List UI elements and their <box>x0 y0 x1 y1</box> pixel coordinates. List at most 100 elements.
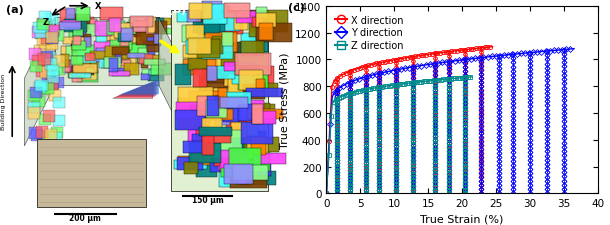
Bar <box>43 111 56 122</box>
Bar <box>45 129 57 140</box>
Bar <box>46 78 58 90</box>
Bar <box>145 25 155 34</box>
Bar <box>196 40 220 59</box>
Bar <box>193 23 220 34</box>
Bar <box>46 14 58 25</box>
Bar <box>215 97 250 106</box>
Bar <box>73 29 83 37</box>
Bar <box>38 84 51 95</box>
Bar <box>212 37 223 55</box>
Bar <box>203 44 234 59</box>
Bar <box>37 34 49 46</box>
Bar <box>35 81 48 92</box>
Bar <box>244 137 279 152</box>
Bar <box>206 28 224 48</box>
Bar <box>53 56 65 67</box>
Text: (b): (b) <box>168 4 186 14</box>
Bar <box>229 140 259 161</box>
Bar <box>34 46 46 57</box>
Polygon shape <box>113 83 152 99</box>
Bar <box>70 74 91 79</box>
Bar <box>218 89 227 108</box>
Bar <box>203 119 222 129</box>
Bar <box>123 47 131 60</box>
Bar <box>204 138 232 158</box>
Bar <box>237 167 247 184</box>
Bar <box>115 59 136 72</box>
Polygon shape <box>115 82 154 98</box>
Text: 200 μm: 200 μm <box>70 214 101 223</box>
Bar <box>46 40 59 51</box>
Bar <box>188 144 221 164</box>
Bar <box>224 4 249 19</box>
Bar <box>176 118 186 129</box>
Bar <box>228 75 248 93</box>
Bar <box>59 22 81 31</box>
Bar <box>209 11 226 29</box>
Bar <box>63 38 84 45</box>
Bar <box>192 113 211 124</box>
Bar <box>193 69 207 88</box>
Bar <box>234 53 271 76</box>
Bar <box>29 49 41 61</box>
Bar <box>250 16 265 31</box>
Bar <box>189 92 226 101</box>
Y-axis label: True Stress (MPa): True Stress (MPa) <box>279 52 290 148</box>
Bar <box>76 8 90 22</box>
Bar <box>114 24 132 39</box>
Bar <box>45 38 57 50</box>
Bar <box>128 45 146 56</box>
Bar <box>73 65 96 74</box>
Bar <box>32 56 45 67</box>
Bar <box>62 21 81 27</box>
Bar <box>224 78 257 87</box>
Bar <box>221 103 234 114</box>
Bar <box>109 72 131 77</box>
Bar <box>121 29 133 42</box>
Bar <box>146 27 157 35</box>
Bar <box>107 22 125 36</box>
Polygon shape <box>121 80 159 95</box>
Bar <box>243 83 265 99</box>
Bar <box>210 130 242 151</box>
Bar <box>178 156 212 165</box>
Bar <box>138 49 147 64</box>
Bar <box>178 88 213 106</box>
Bar <box>248 132 266 144</box>
Bar <box>109 59 118 73</box>
Bar <box>224 164 253 184</box>
Bar <box>219 89 237 104</box>
Bar <box>48 25 60 37</box>
Bar <box>102 55 113 68</box>
Bar <box>83 35 90 46</box>
Bar <box>39 114 51 125</box>
Bar <box>72 76 82 82</box>
Bar <box>99 26 117 34</box>
Bar <box>256 79 265 89</box>
Bar <box>142 69 159 75</box>
Bar <box>61 47 71 56</box>
Bar <box>138 35 159 43</box>
Bar <box>96 49 112 63</box>
Bar <box>215 97 225 115</box>
Bar <box>236 11 262 24</box>
Bar <box>90 63 98 74</box>
Bar <box>68 15 90 30</box>
Bar <box>219 14 240 32</box>
Bar <box>31 130 43 141</box>
Bar <box>207 97 219 117</box>
Bar <box>196 162 217 178</box>
Bar <box>226 118 254 138</box>
Bar <box>155 22 167 35</box>
Bar <box>46 79 59 90</box>
Bar <box>191 145 212 162</box>
Bar <box>73 31 87 39</box>
Text: 150 μm: 150 μm <box>192 196 223 205</box>
Bar <box>233 156 249 166</box>
Bar <box>123 28 131 42</box>
Bar <box>226 149 240 167</box>
Polygon shape <box>55 18 159 86</box>
Bar <box>238 105 253 122</box>
Bar <box>63 20 87 33</box>
Bar <box>196 13 218 30</box>
